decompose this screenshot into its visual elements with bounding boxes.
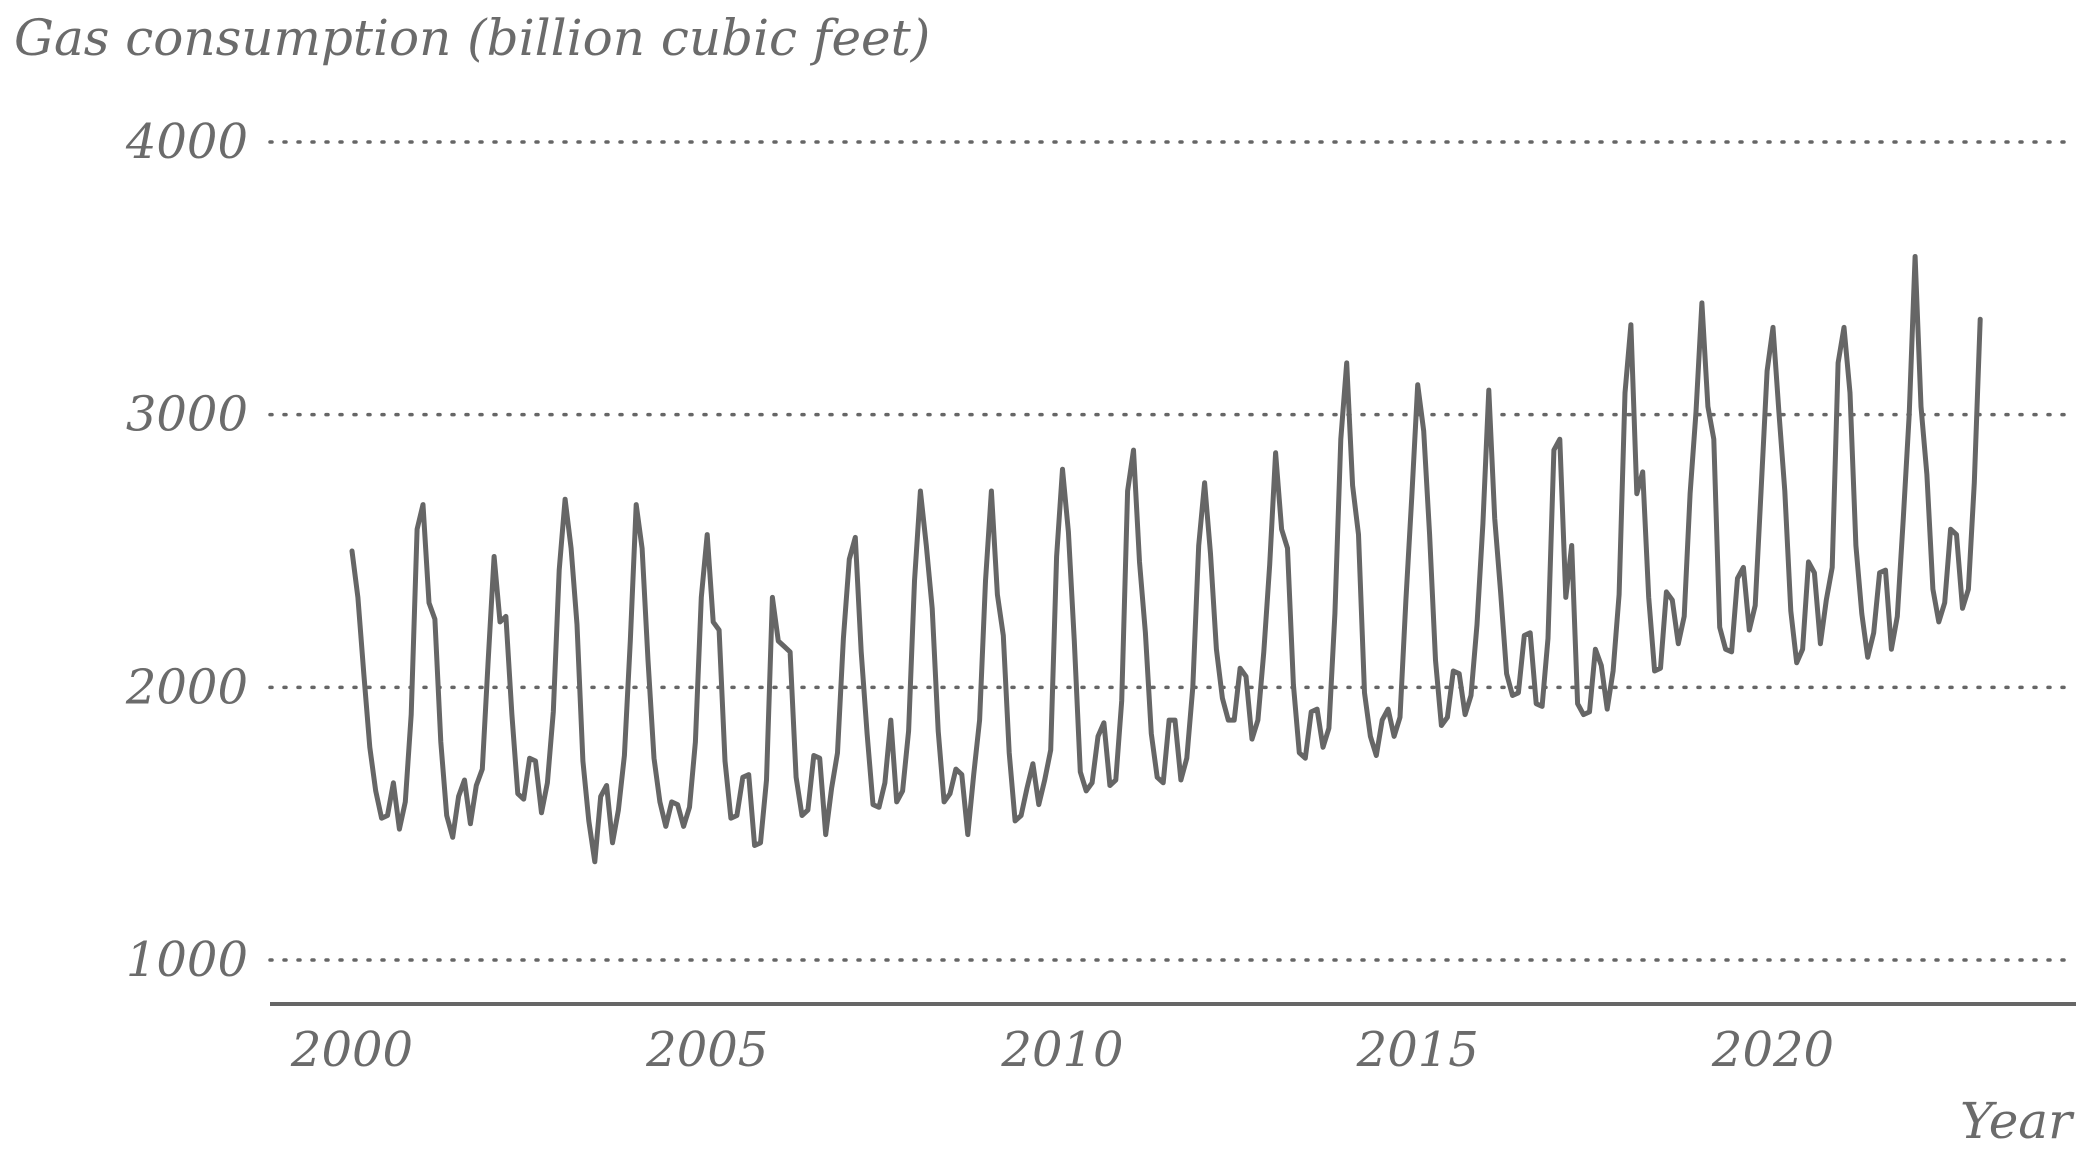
x-tick-labels: 2000 2005 2010 2015 2020 [290,1022,1834,1078]
gridlines [270,142,2072,960]
x-tick-label: 2005 [645,1022,768,1078]
chart-title: Gas consumption (billion cubic feet) [14,9,930,67]
series-layer [352,257,1980,862]
x-tick-label: 2020 [1711,1022,1834,1078]
x-axis-label: Year [1960,1092,2075,1150]
y-tick-label: 1000 [126,932,248,988]
y-tick-label: 4000 [125,114,248,170]
y-tick-label: 3000 [126,387,248,443]
x-tick-label: 2000 [290,1022,413,1078]
series-line-0 [352,257,1980,862]
x-tick-label: 2010 [1000,1022,1123,1078]
y-tick-label: 2000 [125,659,248,715]
y-tick-labels: 1000 2000 3000 4000 [125,114,248,988]
x-tick-label: 2015 [1356,1022,1479,1078]
